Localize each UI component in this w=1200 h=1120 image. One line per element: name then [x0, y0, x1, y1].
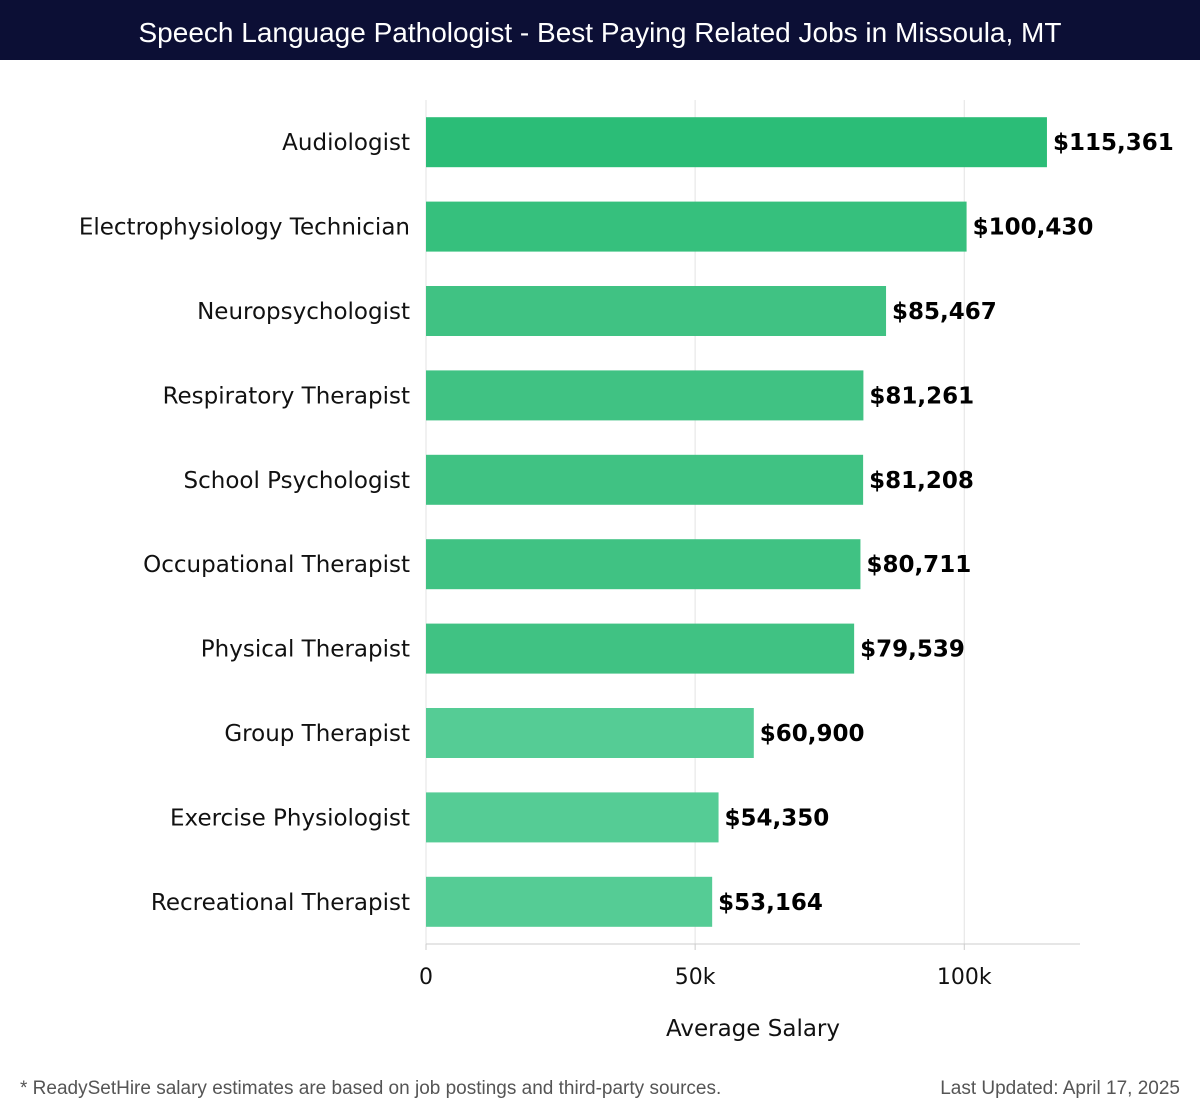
footer-note: * ReadySetHire salary estimates are base… — [20, 1078, 722, 1099]
category-label: Audiologist — [282, 130, 410, 156]
category-label: Physical Therapist — [201, 637, 410, 663]
category-label: Neuropsychologist — [197, 299, 410, 325]
value-label: $60,900 — [760, 721, 865, 747]
bars — [426, 117, 1047, 927]
x-axis: 0 50k 100k Average Salary — [419, 943, 1080, 1042]
bar-neuropsychologist — [426, 286, 887, 336]
bar-audiologist — [426, 117, 1047, 168]
chart-title: Speech Language Pathologist - Best Payin… — [0, 0, 1200, 60]
salary-bar-chart: Audiologist Electrophysiology Technician N… — [79, 100, 1174, 1042]
value-label: $115,361 — [1053, 130, 1174, 156]
value-label: $81,261 — [869, 383, 974, 409]
value-label: $81,208 — [869, 468, 974, 494]
category-label: School Psychologist — [184, 468, 410, 494]
last-updated: Last Updated: April 17, 2025 — [940, 1078, 1180, 1099]
bar-physical-therapist — [426, 623, 855, 674]
category-label: Group Therapist — [224, 721, 410, 747]
value-label: $85,467 — [892, 299, 997, 325]
x-axis-title: Average Salary — [666, 1016, 840, 1042]
bar-respiratory-therapist — [426, 370, 864, 421]
value-labels: $115,361 $100,430 $85,467 $81,261 $81,208 $80… — [718, 130, 1174, 916]
bar-exercise-physiologist — [426, 792, 719, 843]
x-tick-label: 0 — [419, 965, 433, 990]
bar-group-therapist — [426, 708, 754, 758]
x-tick-label: 50k — [675, 965, 716, 990]
category-labels: Audiologist Electrophysiology Technician N… — [79, 130, 410, 916]
bar-occupational-therapist — [426, 539, 861, 590]
value-label: $53,164 — [718, 890, 823, 916]
category-label: Recreational Therapist — [151, 890, 410, 916]
category-label: Respiratory Therapist — [163, 383, 410, 409]
value-label: $54,350 — [725, 805, 830, 831]
category-label: Occupational Therapist — [143, 552, 410, 578]
bar-electrophysiology-technician — [426, 201, 967, 252]
category-label: Exercise Physiologist — [170, 805, 410, 831]
x-tick-label: 100k — [937, 965, 992, 990]
bar-school-psychologist — [426, 454, 864, 505]
value-label: $79,539 — [860, 637, 965, 663]
category-label: Electrophysiology Technician — [79, 215, 410, 241]
value-label: $100,430 — [973, 215, 1094, 241]
bar-recreational-therapist — [426, 876, 713, 927]
value-label: $80,711 — [866, 552, 971, 578]
